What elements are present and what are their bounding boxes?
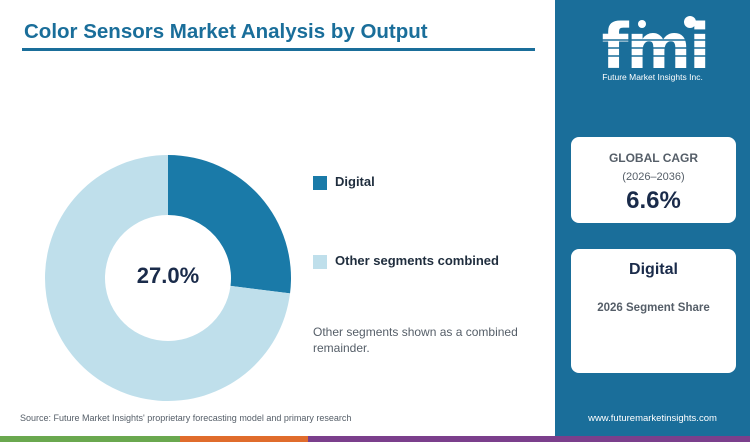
- logo-tagline: Future Market Insights Inc.: [602, 72, 703, 82]
- side-panel: fmi Future Market Insights Inc. GLOBAL C…: [555, 0, 750, 436]
- page-title: Color Sensors Market Analysis by Output: [24, 20, 428, 43]
- footer-color-bar: [0, 436, 750, 442]
- cagr-period: (2026–2036): [622, 171, 685, 183]
- footer-bar-green: [0, 436, 180, 442]
- segment-card: Digital 2026 Segment Share: [571, 249, 736, 373]
- donut-slice-digital: [168, 155, 292, 294]
- segment-name: Digital: [629, 261, 678, 278]
- source-note: Source: Future Market Insights' propriet…: [20, 413, 352, 423]
- legend-label-digital: Digital: [335, 174, 375, 189]
- footer-bar-purple: [308, 436, 750, 442]
- legend-swatch-other: [313, 255, 327, 269]
- donut-chart: 27.0%: [45, 155, 292, 401]
- legend-swatch-digital: [313, 176, 327, 190]
- donut-slices: [45, 155, 292, 401]
- fmi-logo: fmi: [593, 10, 717, 83]
- logo-figure-icon: [638, 20, 646, 28]
- cagr-card: GLOBAL CAGR (2026–2036) 6.6%: [571, 137, 736, 223]
- center-value-label: 27.0%: [137, 263, 199, 288]
- legend-label-other: Other segments combined: [335, 253, 499, 268]
- title-divider: [22, 48, 535, 51]
- website-link[interactable]: www.futuremarketinsights.com: [588, 413, 717, 424]
- logo-figure-icon: [684, 16, 696, 28]
- chart-note: Other segments shown as a combined remai…: [313, 325, 518, 355]
- donut-slice-other-segments-combined: [45, 155, 291, 401]
- segment-caption: 2026 Segment Share: [597, 302, 710, 314]
- cagr-label: GLOBAL CAGR: [608, 151, 699, 165]
- main-panel: Color Sensors Market Analysis by Output …: [20, 20, 535, 423]
- cagr-value: 6.6%: [626, 187, 681, 214]
- footer-bar-orange: [180, 436, 308, 442]
